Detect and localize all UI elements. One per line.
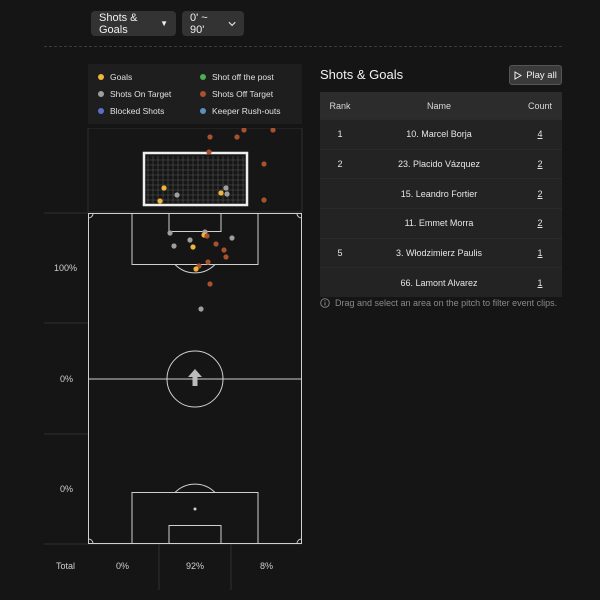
legend-item-keeper-rush-outs[interactable]: Keeper Rush-outs bbox=[200, 106, 281, 116]
shot-marker[interactable] bbox=[241, 127, 247, 133]
on-target-dot-icon bbox=[98, 91, 104, 97]
count-link[interactable]: 2 bbox=[537, 159, 543, 170]
player-name: 66. Lamont Alvarez bbox=[400, 277, 478, 288]
goal-marker[interactable] bbox=[218, 190, 224, 196]
filter-hint-text: Drag and select an area on the pitch to … bbox=[335, 298, 558, 308]
goal-marker[interactable] bbox=[157, 198, 163, 204]
shot-marker[interactable] bbox=[223, 254, 229, 260]
caret-down-icon: ▼ bbox=[160, 19, 168, 28]
goal-dot-icon bbox=[98, 74, 104, 80]
goal-marker[interactable] bbox=[161, 185, 167, 191]
legend-item-shot-off-post[interactable]: Shot off the post bbox=[200, 72, 274, 82]
player-name: 11. Emmet Morra bbox=[404, 218, 474, 229]
shot-marker[interactable] bbox=[261, 197, 267, 203]
zone-row-label: 0% bbox=[60, 484, 74, 494]
legend-item-goals[interactable]: Goals bbox=[98, 72, 132, 82]
goal-shot-markers bbox=[157, 127, 276, 204]
rank-cell: 1 bbox=[337, 129, 343, 140]
player-table: Rank Name Count 1 10. Marcel Borja 4 2 2… bbox=[320, 92, 562, 298]
player-name: 3. Włodzimierz Paulis bbox=[395, 248, 483, 259]
legend-item-shots-on-target[interactable]: Shots On Target bbox=[98, 89, 171, 99]
shot-marker[interactable] bbox=[229, 235, 235, 241]
chevron-down-icon bbox=[228, 21, 236, 26]
table-row[interactable]: 66. Lamont Alvarez 1 bbox=[320, 267, 562, 297]
zone-column-total: 0% bbox=[116, 561, 130, 571]
legend-item-blocked-shots[interactable]: Blocked Shots bbox=[98, 106, 164, 116]
shot-marker[interactable] bbox=[205, 259, 211, 265]
count-link[interactable]: 1 bbox=[537, 277, 543, 288]
goal-marker[interactable] bbox=[190, 244, 196, 250]
attack-direction-arrow-icon bbox=[188, 369, 202, 386]
total-label: Total bbox=[56, 561, 76, 571]
rank-cell: 2 bbox=[337, 159, 343, 170]
table-row[interactable]: 11. Emmet Morra 2 bbox=[320, 208, 562, 238]
count-link[interactable]: 1 bbox=[537, 248, 543, 259]
shot-marker[interactable] bbox=[174, 192, 180, 198]
table-row[interactable]: 5 3. Włodzimierz Paulis 1 bbox=[320, 237, 562, 268]
zone-column-total: 92% bbox=[186, 561, 205, 571]
legend-label: Shot off the post bbox=[212, 72, 274, 82]
legend-item-shots-off-target[interactable]: Shots Off Target bbox=[200, 89, 273, 99]
table-row[interactable]: 1 10. Marcel Borja 4 bbox=[320, 119, 562, 149]
info-icon bbox=[320, 298, 330, 308]
panel-title: Shots & Goals bbox=[320, 67, 404, 82]
blocked-dot-icon bbox=[98, 108, 104, 114]
play-all-label: Play all bbox=[526, 69, 557, 81]
shot-marker[interactable] bbox=[261, 161, 267, 167]
play-all-button[interactable]: Play all bbox=[509, 65, 562, 85]
header-divider bbox=[44, 46, 562, 47]
player-name: 10. Marcel Borja bbox=[406, 129, 472, 140]
shot-marker[interactable] bbox=[213, 241, 219, 247]
time-range-dropdown[interactable]: 0' ~ 90' bbox=[182, 11, 244, 36]
shot-marker[interactable] bbox=[198, 306, 204, 312]
legend-label: Keeper Rush-outs bbox=[212, 106, 281, 116]
event-legend: Goals Shot off the post Shots On Target … bbox=[88, 64, 302, 124]
table-header: Rank Name Count bbox=[320, 92, 562, 119]
column-header-rank[interactable]: Rank bbox=[329, 100, 351, 111]
pitch-svg[interactable] bbox=[44, 127, 306, 590]
player-name: 15. Leandro Fortier bbox=[400, 188, 478, 199]
column-header-count[interactable]: Count bbox=[527, 100, 553, 111]
shot-marker[interactable] bbox=[207, 134, 213, 140]
table-row[interactable]: 2 23. Placido Vázquez 2 bbox=[320, 148, 562, 179]
shot-marker[interactable] bbox=[223, 185, 229, 191]
event-type-label: Shots & Goals bbox=[99, 11, 138, 36]
time-range-label: 0' ~ 90' bbox=[190, 11, 208, 36]
shot-marker[interactable] bbox=[187, 237, 193, 243]
penalty-spot bbox=[193, 507, 197, 511]
shot-marker[interactable] bbox=[207, 281, 213, 287]
count-link[interactable]: 2 bbox=[537, 188, 543, 199]
off-target-dot-icon bbox=[200, 91, 206, 97]
shot-marker[interactable] bbox=[167, 230, 173, 236]
shot-marker[interactable] bbox=[234, 134, 240, 140]
legend-label: Shots On Target bbox=[110, 89, 172, 99]
shot-marker[interactable] bbox=[270, 127, 276, 133]
legend-label: Blocked Shots bbox=[110, 106, 165, 116]
zone-row-label: 0% bbox=[60, 374, 74, 384]
play-icon bbox=[514, 70, 523, 80]
count-link[interactable]: 2 bbox=[537, 218, 543, 229]
rank-cell: 5 bbox=[337, 248, 343, 259]
shot-marker[interactable] bbox=[171, 243, 177, 249]
legend-label: Goals bbox=[110, 72, 133, 82]
count-link[interactable]: 4 bbox=[537, 129, 543, 140]
zone-column-total: 8% bbox=[260, 561, 274, 571]
shot-marker[interactable] bbox=[224, 191, 230, 197]
shot-marker[interactable] bbox=[206, 149, 212, 155]
table-row[interactable]: 15. Leandro Fortier 2 bbox=[320, 178, 562, 208]
goal-marker[interactable] bbox=[193, 266, 199, 272]
legend-label: Shots Off Target bbox=[212, 89, 274, 99]
zone-row-label: 100% bbox=[54, 263, 78, 273]
player-name: 23. Placido Vázquez bbox=[397, 159, 481, 170]
shot-marker[interactable] bbox=[204, 233, 210, 239]
zone-grid bbox=[44, 212, 302, 590]
filter-hint: Drag and select an area on the pitch to … bbox=[320, 298, 557, 308]
post-dot-icon bbox=[200, 74, 206, 80]
shot-marker[interactable] bbox=[221, 247, 227, 253]
pitch-area: 100% 0% 0% Total 0% 92% 8% bbox=[44, 127, 306, 595]
pitch-shot-markers bbox=[167, 229, 235, 312]
column-header-name[interactable]: Name bbox=[426, 100, 451, 111]
rush-out-dot-icon bbox=[200, 108, 206, 114]
event-type-dropdown[interactable]: Shots & Goals ▼ bbox=[91, 11, 176, 36]
